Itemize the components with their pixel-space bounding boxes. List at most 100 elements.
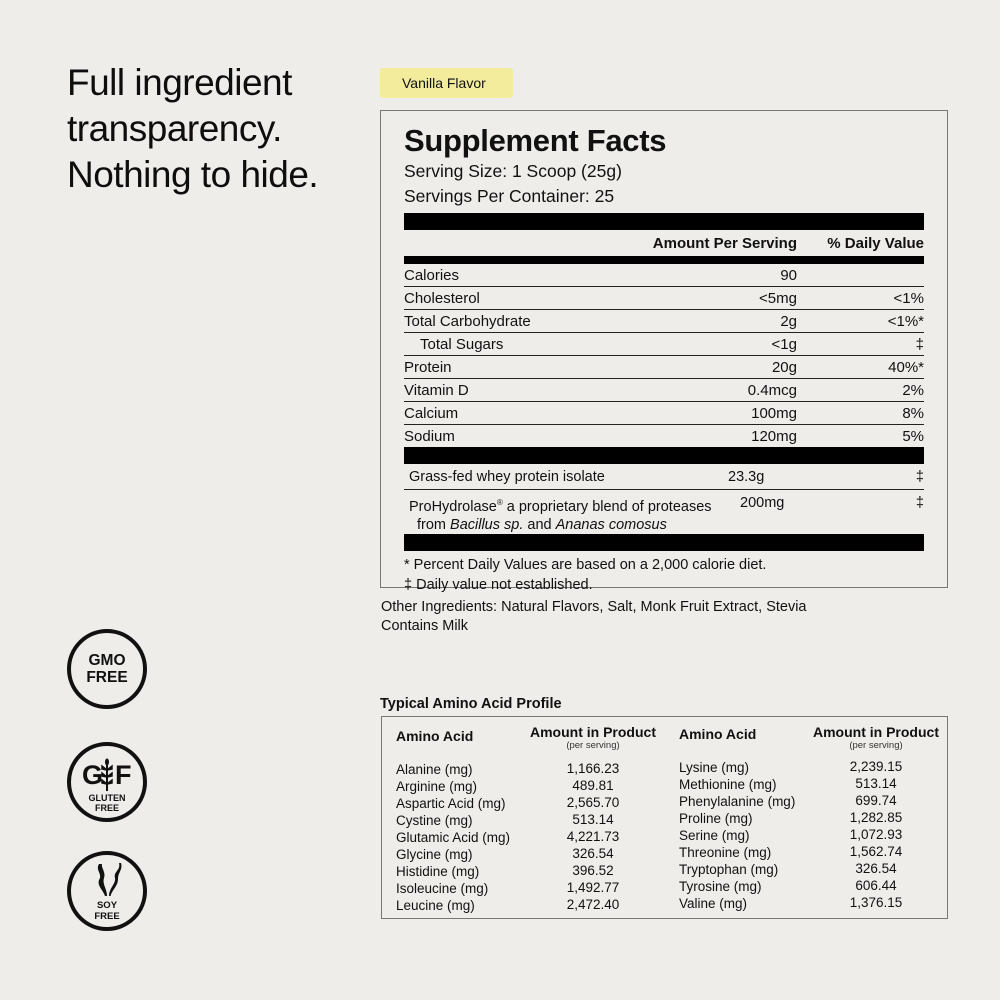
badge-letter: F — [115, 760, 132, 790]
col-subheader: (per serving) — [849, 740, 903, 751]
badge-text: FREE — [94, 910, 120, 922]
amino-row: Lysine (mg) 2,239.15 — [679, 759, 946, 776]
amino-amount: 513.14 — [855, 776, 897, 791]
species-name: Bacillus sp. — [450, 516, 524, 533]
amino-row: Threonine (mg) 1,562.74 — [679, 844, 946, 861]
gmo-free-icon: GMO FREE — [71, 633, 143, 686]
ingredient-dv: ‡ — [915, 469, 924, 485]
col-header-amount: Amount in Product (per serving) — [523, 725, 663, 752]
amino-column-right: Amino Acid Amount in Product (per serving… — [679, 725, 946, 912]
gmo-free-badge: GMO FREE — [67, 629, 147, 709]
amino-header-row: Amino Acid Amount in Product (per serving… — [679, 725, 946, 752]
amino-amount: 326.54 — [855, 861, 897, 876]
nutrient-row: Vitamin D 0.4mcg 2% — [404, 380, 924, 402]
nutrient-name: Sodium — [404, 428, 455, 445]
col-header-amount: Amount in Product (per serving) — [806, 725, 946, 752]
dv-header: % Daily Value — [827, 234, 924, 252]
amino-rows: Lysine (mg) 2,239.15 Methionine (mg) 513.1… — [679, 759, 946, 912]
nutrient-row: Total Sugars <1g ‡ — [404, 334, 924, 356]
soybean-icon — [97, 863, 122, 896]
amino-row: Proline (mg) 1,282.85 — [679, 810, 946, 827]
amino-row: Isoleucine (mg) 1,492.77 — [396, 880, 663, 897]
nutrient-dv: 8% — [902, 405, 924, 422]
amino-name: Glutamic Acid (mg) — [396, 830, 511, 845]
amino-name: Tryptophan (mg) — [679, 862, 779, 877]
nutrient-name: Calcium — [404, 405, 459, 422]
col-header-amino: Amino Acid — [396, 728, 474, 744]
nutrient-name: Vitamin D — [404, 382, 469, 399]
badge-text: SOY — [96, 900, 118, 911]
amino-name: Glycine (mg) — [396, 847, 473, 862]
amino-amount: 1,282.85 — [849, 810, 903, 825]
amino-row: Tryptophan (mg) 326.54 — [679, 861, 946, 878]
flavor-badge: Vanilla Flavor — [380, 68, 513, 98]
gluten-free-badge: G F GLUTEN FREE — [67, 742, 147, 822]
amino-amount: 4,221.73 — [566, 829, 620, 844]
amino-amount: 699.74 — [855, 793, 897, 808]
amino-amount: 1,562.74 — [849, 844, 903, 859]
facts-header-row: Amount Per Serving % Daily Value — [404, 230, 924, 256]
nutrient-name: Total Sugars — [420, 336, 504, 353]
nutrient-dv: 40%* — [888, 359, 924, 376]
amino-amount: 1,166.23 — [566, 761, 620, 776]
amino-amount: 1,072.93 — [849, 827, 903, 842]
amino-amount: 1,492.77 — [566, 880, 620, 895]
amino-row: Glutamic Acid (mg) 4,221.73 — [396, 829, 663, 846]
badge-caption: SOY FREE — [71, 900, 143, 922]
ingredient-brand: ProHydrolase — [409, 498, 497, 515]
amino-row: Tyrosine (mg) 606.44 — [679, 878, 946, 895]
badge-text: FREE — [94, 803, 119, 813]
ingredient-desc: a proprietary blend of proteases — [502, 498, 712, 515]
nutrient-amount: <5mg — [759, 290, 797, 307]
amino-column-left: Amino Acid Amount in Product (per serving… — [396, 725, 663, 914]
nutrient-amount: 20g — [771, 359, 797, 376]
amino-name: Serine (mg) — [679, 828, 750, 843]
col-subheader: (per serving) — [566, 740, 620, 751]
other-ingredients: Other Ingredients: Natural Flavors, Salt… — [381, 599, 807, 634]
serving-size: Serving Size: 1 Scoop (25g) — [404, 161, 622, 181]
nutrient-row: Protein 20g 40%* — [404, 357, 924, 379]
nutrient-row: Cholesterol <5mg <1% — [404, 288, 924, 310]
nutrient-amount: 2g — [780, 313, 797, 330]
badge-text: GMO — [88, 652, 126, 669]
nutrient-dv: <1%* — [887, 313, 924, 330]
amino-row: Serine (mg) 1,072.93 — [679, 827, 946, 844]
nutrient-dv: 2% — [902, 382, 924, 399]
nutrient-name: Calories — [404, 267, 460, 284]
ingredient-row: Grass-fed whey protein isolate 23.3g ‡ — [404, 465, 924, 490]
amino-row: Alanine (mg) 1,166.23 — [396, 761, 663, 778]
amino-row: Methionine (mg) 513.14 — [679, 776, 946, 793]
amino-profile-title: Typical Amino Acid Profile — [380, 696, 562, 712]
badge-letter: G — [82, 760, 104, 790]
amino-name: Arginine (mg) — [396, 779, 478, 794]
amino-row: Arginine (mg) 489.81 — [396, 778, 663, 795]
ingredient-dv: ‡ — [915, 495, 924, 511]
nutrient-amount: <1g — [771, 336, 797, 353]
nutrient-name: Total Carbohydrate — [404, 313, 531, 330]
nutrient-row: Calories 90 — [404, 265, 924, 287]
wheat-icon: G F — [71, 758, 143, 792]
nutrient-dv: <1% — [893, 290, 924, 307]
amino-name: Isoleucine (mg) — [396, 881, 489, 896]
amino-amount: 396.52 — [572, 863, 614, 878]
amino-name: Phenylalanine (mg) — [679, 794, 796, 809]
amino-name: Lysine (mg) — [679, 760, 750, 775]
amino-row: Glycine (mg) 326.54 — [396, 846, 663, 863]
amino-profile-table: Amino Acid Amount in Product (per serving… — [381, 716, 948, 919]
amino-amount: 489.81 — [572, 778, 614, 793]
amino-row: Histidine (mg) 396.52 — [396, 863, 663, 880]
amino-rows: Alanine (mg) 1,166.23 Arginine (mg) 489.81… — [396, 761, 663, 914]
amino-amount: 2,472.40 — [566, 897, 620, 912]
col-header-amino: Amino Acid — [679, 726, 757, 742]
footnote-not-established: ‡ Daily value not established. — [404, 577, 593, 593]
amino-name: Alanine (mg) — [396, 762, 473, 777]
nutrient-amount: 90 — [780, 267, 797, 284]
amino-name: Leucine (mg) — [396, 898, 475, 913]
facts-title: Supplement Facts — [404, 123, 667, 158]
registered-mark: ® — [496, 498, 503, 507]
divider-bar — [404, 447, 924, 464]
ingredient-amount: 23.3g — [728, 469, 765, 485]
badge-text: FREE — [86, 669, 128, 686]
amino-amount: 2,239.15 — [849, 759, 903, 774]
amino-amount: 1,376.15 — [849, 895, 903, 910]
